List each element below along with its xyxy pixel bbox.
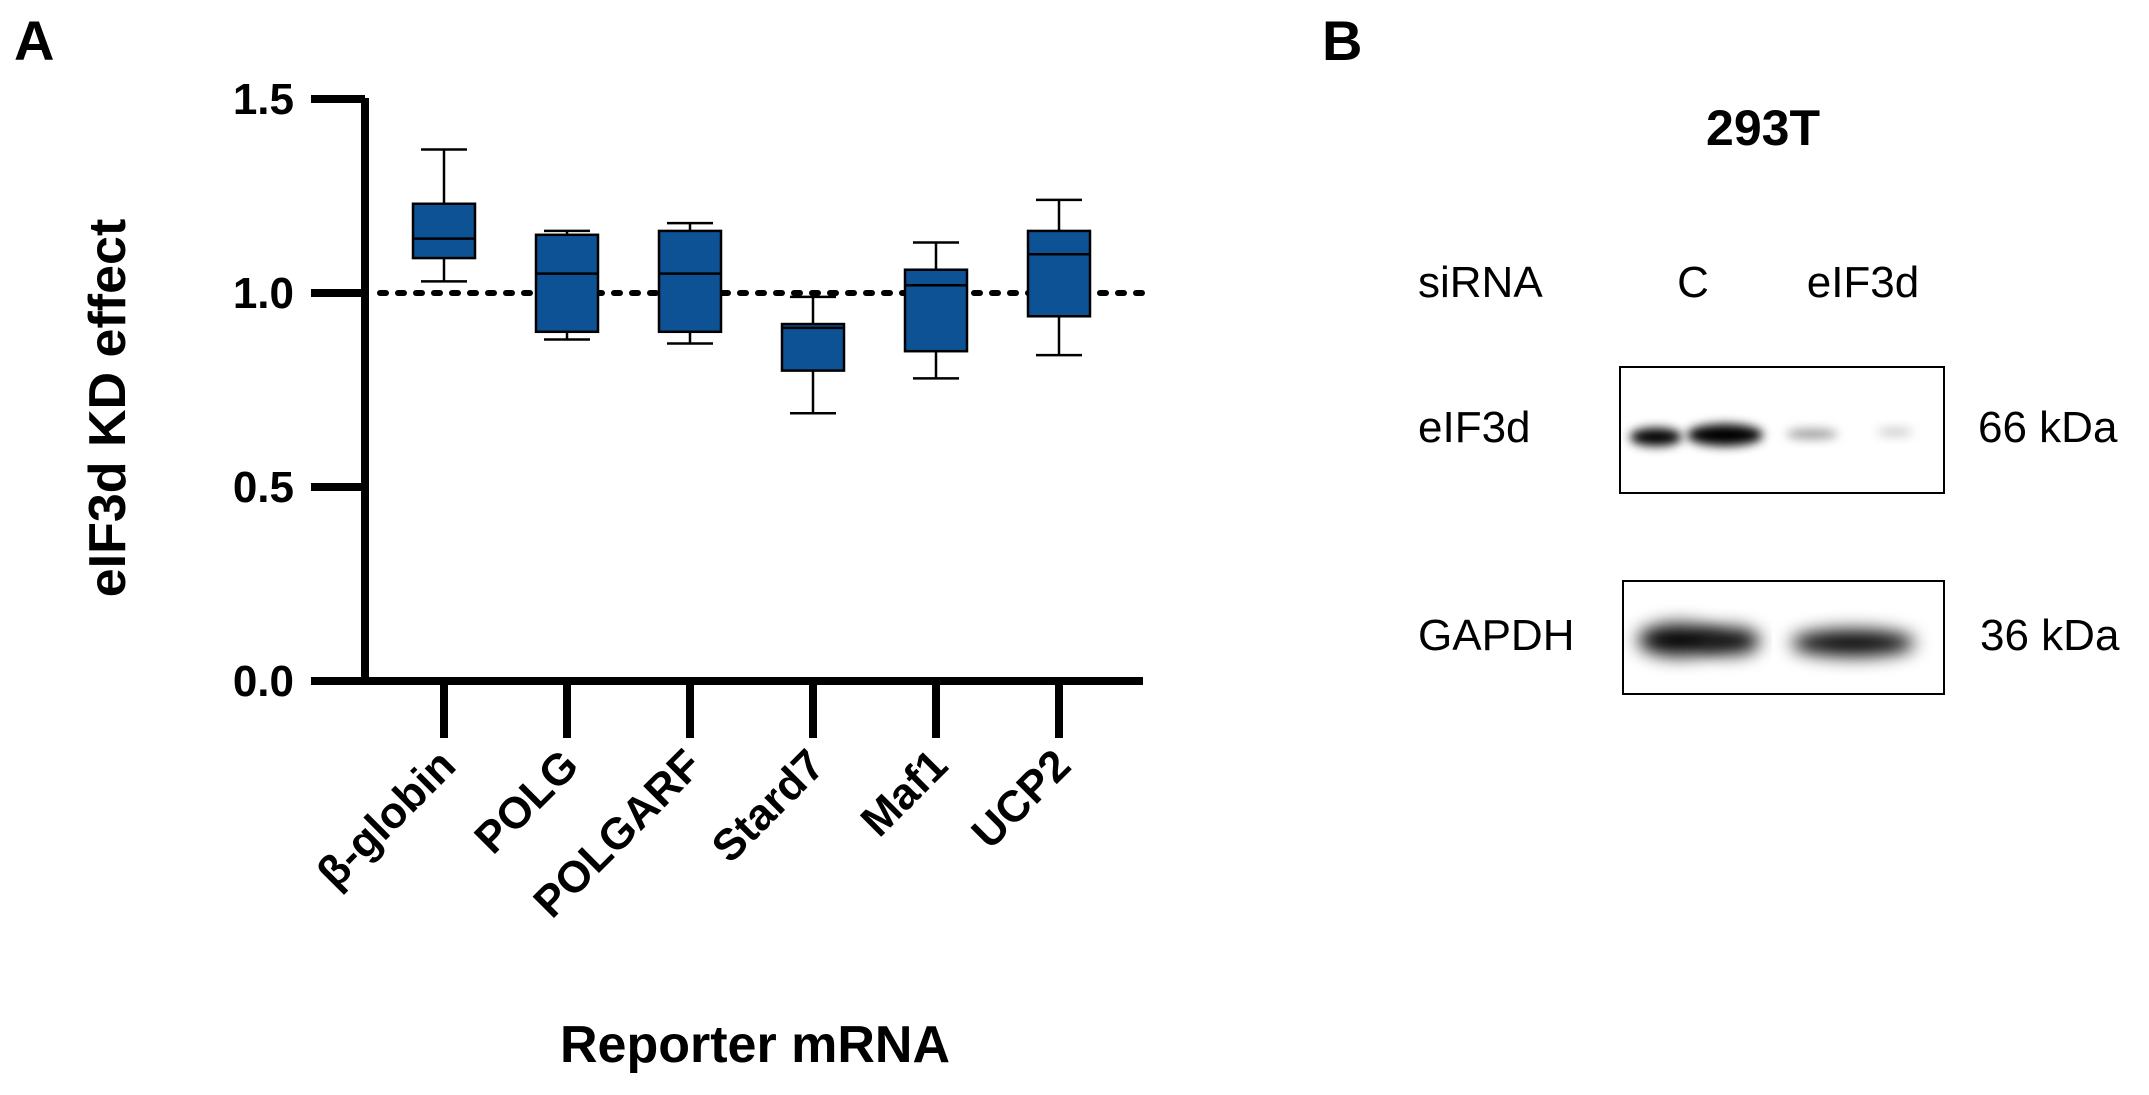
x-tick-label: POLG xyxy=(465,740,588,863)
panel-b-letter: B xyxy=(1322,9,1362,72)
x-tick-label: Maf1 xyxy=(852,740,958,846)
sirna-label: siRNA xyxy=(1418,258,1543,307)
y-tick-label: 1.0 xyxy=(233,269,294,318)
cell-line-title: 293T xyxy=(1706,100,1820,156)
y-tick-label: 1.5 xyxy=(233,75,294,124)
x-tick-label: UCP2 xyxy=(962,740,1080,858)
box-group xyxy=(411,148,1092,415)
band-label-gapdh: GAPDH xyxy=(1418,611,1574,660)
lane-label-eif3d: eIF3d xyxy=(1807,258,1920,307)
x-axis-title: Reporter mRNA xyxy=(560,1016,950,1074)
box-2-iqr-box xyxy=(657,229,723,334)
x-tick-label: β-globin xyxy=(308,740,465,897)
box-5-iqr-box xyxy=(1026,229,1092,318)
band-gapdh-knockdown xyxy=(1791,630,1915,656)
box-0-iqr-box xyxy=(411,202,477,260)
band-size-gapdh: 36 kDa xyxy=(1980,611,2120,660)
band-eif3d-control-a xyxy=(1630,428,1682,446)
band-eif3d-knockdown-b xyxy=(1877,428,1913,436)
lane-label-control: C xyxy=(1677,258,1709,307)
panel-a-letter: A xyxy=(14,9,54,72)
band-eif3d-knockdown-a xyxy=(1786,429,1838,439)
box-4-iqr-box xyxy=(903,268,969,353)
x-tick-label: Stard7 xyxy=(703,740,834,871)
band-eif3d-control-b xyxy=(1687,424,1763,446)
y-tick-label: 0.0 xyxy=(233,657,294,706)
y-axis-title: eIF3d KD effect xyxy=(79,219,137,598)
band-size-eif3d: 66 kDa xyxy=(1978,403,2118,452)
box-3-iqr-box xyxy=(780,322,846,372)
box-1-iqr-box xyxy=(534,233,600,334)
western-blot-eif3d xyxy=(1619,366,1945,494)
band-gapdh-control-b xyxy=(1700,628,1760,654)
band-label-eif3d: eIF3d xyxy=(1418,403,1531,452)
western-blot-gapdh xyxy=(1622,580,1945,695)
band-gapdh-control-a xyxy=(1638,624,1722,656)
y-tick-label: 0.5 xyxy=(233,463,294,512)
y-ticks: 0.0 0.5 1.0 1.5 xyxy=(233,75,365,706)
